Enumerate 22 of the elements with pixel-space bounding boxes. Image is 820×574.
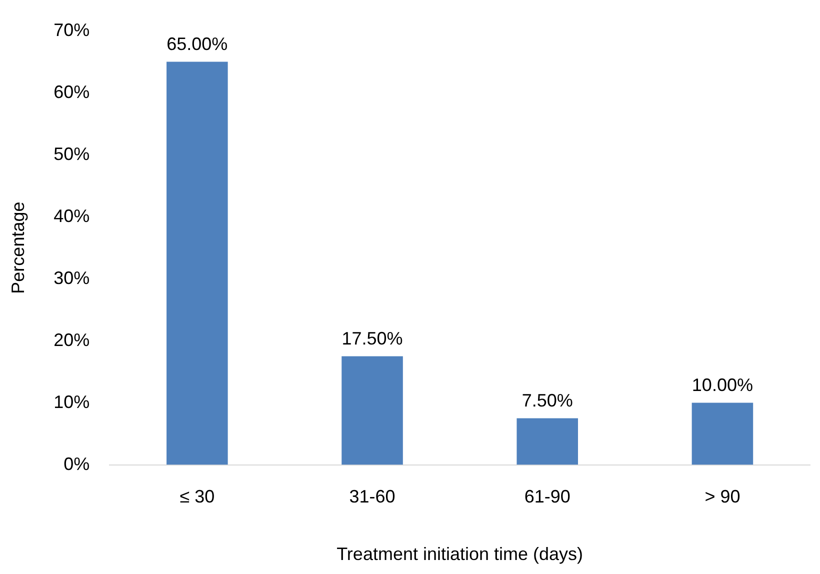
y-tick-label: 50%: [54, 144, 90, 164]
bar: [342, 356, 403, 465]
x-tick-label: 61-90: [524, 486, 570, 507]
bar: [692, 402, 754, 465]
x-axis-title: Treatment initiation time (days): [336, 544, 584, 564]
data-label: 10.00%: [692, 374, 753, 395]
y-tick-label: 70%: [54, 20, 90, 40]
data-label: 65.00%: [166, 34, 228, 54]
y-tick-label: 40%: [54, 206, 90, 226]
y-tick-label: 30%: [54, 268, 90, 288]
x-tick-label: > 90: [704, 486, 740, 507]
y-tick-label: 0%: [64, 454, 90, 474]
y-tick-label: 60%: [54, 82, 90, 102]
data-label: 7.50%: [522, 390, 573, 410]
bar: [166, 62, 228, 465]
x-tick-label: 31-60: [349, 486, 396, 507]
bar: [516, 418, 578, 465]
y-axis-title: Percentage: [8, 202, 28, 294]
y-tick-label: 10%: [54, 392, 90, 412]
data-label: 17.50%: [342, 328, 403, 348]
y-tick-label: 20%: [54, 330, 90, 350]
x-tick-label: ≤ 30: [180, 486, 215, 507]
